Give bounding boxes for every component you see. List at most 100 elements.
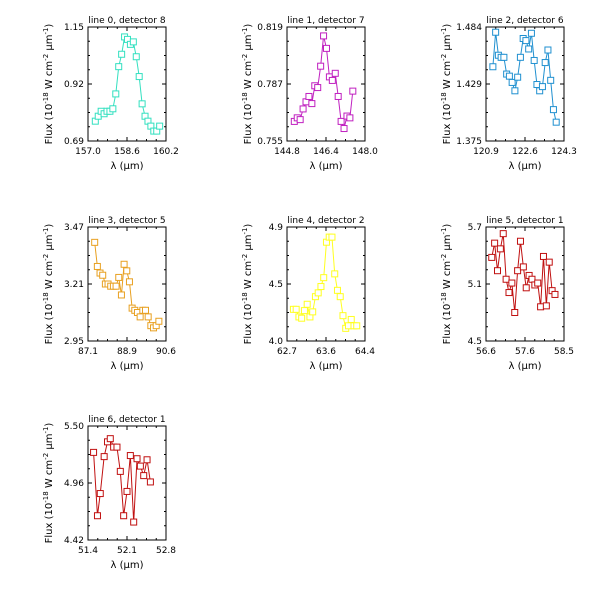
data-point-marker [106,435,114,443]
data-point-marker [542,302,550,310]
x-tick-label: 58.5 [554,347,574,357]
x-axis-label: λ (μm) [110,161,143,172]
y-axis-label: Flux (10-18 W cm-2 μm-1) [42,423,55,544]
data-point-marker [516,53,524,61]
data-point-marker [303,300,311,308]
y-tick-label: 5.7 [468,223,482,233]
data-point-marker [539,252,547,260]
x-tick-label: 144.8 [274,147,300,157]
y-axis-label: Flux (10-18 W cm-2 μm-1) [440,24,453,145]
data-point-marker [320,274,328,282]
data-point-marker [116,467,124,475]
y-axis-label: Flux (10-18 W cm-2 μm-1) [42,224,55,345]
data-point-marker [136,313,144,321]
y-tick-label: 0.787 [257,80,283,90]
data-point-marker [499,230,507,238]
data-point-marker [491,239,499,247]
x-tick-label: 90.6 [156,347,176,357]
panel-5: line 5, detector 1 56.6 57.6 58.5 4.5 5.1 5.7 λ… [440,216,574,372]
series-line [93,437,151,523]
data-point-marker [328,233,336,241]
data-point-marker [522,284,530,292]
data-point-marker [120,260,128,268]
panel-title: line 4, detector 2 [287,216,364,226]
data-point-marker [133,455,141,463]
x-tick-label: 52.8 [156,546,176,556]
data-point-marker [90,448,98,456]
x-tick-label: 160.2 [153,147,179,157]
x-tick-label: 120.9 [473,147,499,157]
plot-frame [286,26,366,142]
panel-title: line 2, detector 6 [486,16,563,26]
data-point-marker [353,322,361,330]
data-point-marker [502,275,510,283]
data-point-marker [125,278,133,286]
data-point-marker [514,267,522,275]
data-point-marker [328,76,336,84]
y-tick-label: 1.15 [64,23,84,33]
data-point-marker [113,443,121,451]
data-point-marker [155,317,163,325]
data-point-marker [333,286,341,294]
y-tick-label: 4.96 [64,479,84,489]
data-point-marker [525,45,533,53]
y-tick-label: 5.50 [64,422,84,432]
y-tick-label: 1.484 [456,23,482,33]
data-point-marker [545,258,553,266]
data-point-marker [126,452,134,460]
series-line [492,32,557,123]
data-point-marker [112,282,120,290]
data-point-marker [317,62,325,70]
data-point-marker [340,125,348,133]
data-point-marker [551,290,559,298]
panel-title: line 3, detector 5 [88,216,165,226]
data-point-marker [120,512,128,520]
data-point-marker [541,59,549,67]
y-axis-label: Flux (10-18 W cm-2 μm-1) [440,224,453,345]
data-point-marker [100,453,108,461]
data-point-marker [322,44,330,52]
data-point-marker [516,237,524,245]
x-axis-label: λ (μm) [110,361,143,372]
data-point-marker [489,63,497,71]
data-point-marker [141,306,149,314]
data-point-marker [527,29,535,37]
x-tick-label: 56.6 [476,347,496,357]
y-tick-label: 4.0 [269,337,284,347]
panel-title: line 5, detector 1 [486,216,563,226]
data-point-marker [317,283,325,291]
data-point-marker [331,69,339,77]
y-tick-label: 4.5 [269,280,283,290]
data-point-marker [514,73,522,81]
data-point-marker [339,312,347,320]
data-point-marker [117,291,125,299]
panel-0: line 0, detector 8 157.0 158.6 160.2 0.69 0.9… [42,16,179,172]
x-axis-label: λ (μm) [508,161,541,172]
data-point-marker [349,87,357,95]
x-tick-label: 64.4 [355,347,375,357]
panel-3: line 3, detector 5 87.1 88.9 90.6 2.95 3.21 3.… [42,216,176,372]
data-point-marker [347,315,355,323]
data-point-marker [314,84,322,92]
data-point-marker [508,78,516,86]
x-tick-label: 62.7 [277,347,297,357]
data-point-marker [493,267,501,275]
series-line [293,236,357,330]
data-point-marker [146,478,154,486]
plot-frame [485,26,565,142]
data-point-marker [496,245,504,253]
data-point-marker [305,92,313,100]
y-tick-label: 4.5 [468,337,482,347]
x-tick-label: 63.6 [316,347,336,357]
panel-title: line 1, detector 7 [287,16,364,26]
data-point-marker [300,307,308,315]
data-point-marker [547,76,555,84]
data-point-marker [144,313,152,321]
data-point-marker [534,279,542,287]
data-point-marker [488,253,496,261]
data-point-marker [123,267,131,275]
data-point-marker [500,53,508,61]
data-point-marker [336,293,344,301]
y-tick-label: 0.755 [257,137,283,147]
